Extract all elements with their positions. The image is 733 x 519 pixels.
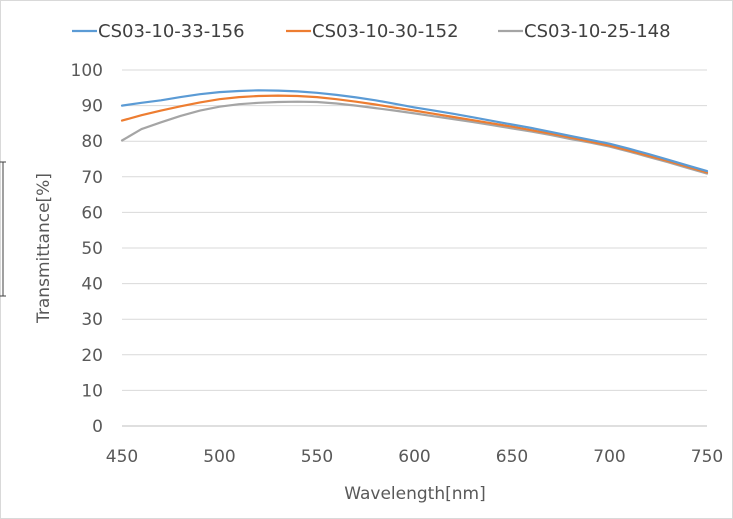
series-line-CS03-10-30-152 [120, 94, 709, 174]
resize-handle-marker [0, 161, 6, 297]
x-tick-label: 550 [301, 447, 333, 467]
y-tick-label: 30 [81, 310, 103, 330]
x-tick-labels: 450 500 550 600 650 700 750 [106, 447, 723, 467]
series-line-CS03-10-33-156 [120, 89, 709, 173]
x-tick-label: 600 [398, 447, 430, 467]
y-tick-label: 70 [81, 168, 103, 188]
x-tick-label: 450 [106, 447, 138, 467]
y-tick-label: 10 [81, 381, 103, 401]
x-tick-label: 700 [593, 447, 625, 467]
y-tick-label: 40 [81, 275, 103, 295]
legend-label: CS03-10-30-152 [312, 21, 459, 42]
legend-label: CS03-10-25-148 [524, 21, 671, 42]
y-tick-label: 100 [71, 61, 103, 81]
series-lines [120, 89, 709, 175]
y-tick-label: 90 [81, 97, 103, 117]
y-tick-label: 0 [92, 417, 103, 437]
y-tick-labels: 0 10 20 30 40 50 60 70 80 90 100 [71, 61, 103, 437]
x-tick-label: 750 [691, 447, 723, 467]
y-tick-label: 60 [81, 203, 103, 223]
legend: CS03-10-33-156 CS03-10-30-152 CS03-10-25-1… [72, 21, 671, 42]
x-axis-label: Wavelength[nm] [344, 484, 485, 504]
y-tick-label: 50 [81, 239, 103, 259]
x-tick-label: 650 [496, 447, 528, 467]
gridlines [122, 69, 707, 427]
y-tick-label: 80 [81, 132, 103, 152]
y-tick-label: 20 [81, 346, 103, 366]
y-axis-label: Transmittance[%] [34, 173, 54, 324]
legend-label: CS03-10-33-156 [98, 21, 245, 42]
x-tick-label: 500 [203, 447, 235, 467]
